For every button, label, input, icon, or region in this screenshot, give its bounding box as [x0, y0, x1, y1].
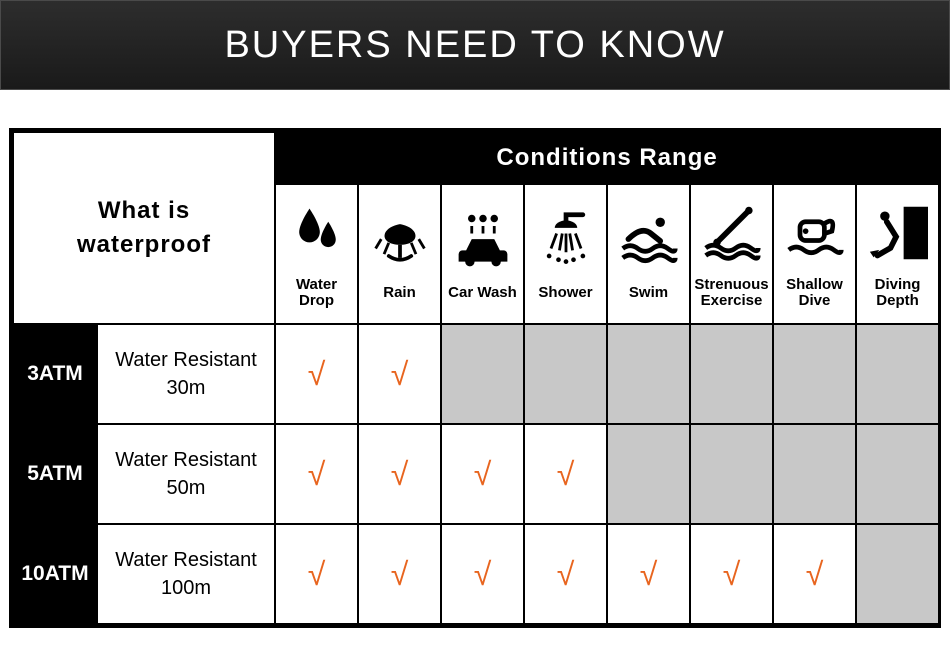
- not-supported: [856, 324, 939, 424]
- check-mark: √: [441, 524, 524, 624]
- water-drop-icon: [278, 197, 355, 269]
- check-mark: √: [358, 524, 441, 624]
- not-supported: [690, 424, 773, 524]
- condition-label: DivingDepth: [859, 277, 936, 310]
- corner-line2: waterproof: [77, 231, 211, 258]
- check-mark: √: [275, 324, 358, 424]
- condition-label: Swim: [610, 285, 687, 302]
- check-mark: √: [358, 324, 441, 424]
- check-mark: √: [275, 424, 358, 524]
- condition-label: Shower: [527, 285, 604, 302]
- condition-water-drop: Water Drop: [275, 184, 358, 324]
- condition-swim: Swim: [607, 184, 690, 324]
- atm-label: 5ATM: [13, 424, 97, 524]
- not-supported: [856, 524, 939, 624]
- waterproof-table: What is waterproof Conditions Range Wate…: [9, 128, 941, 628]
- atm-label: 10ATM: [13, 524, 97, 624]
- corner-header: What is waterproof: [13, 132, 275, 324]
- condition-rain: Rain: [358, 184, 441, 324]
- shower-icon: [527, 205, 604, 277]
- not-supported: [607, 424, 690, 524]
- conditions-header: Conditions Range: [275, 132, 939, 184]
- resistance-desc: Water Resistant30m: [97, 324, 275, 424]
- check-mark: √: [358, 424, 441, 524]
- page-banner: BUYERS NEED TO KNOW: [0, 0, 950, 90]
- not-supported: [856, 424, 939, 524]
- not-supported: [524, 324, 607, 424]
- condition-label: Water Drop: [278, 277, 355, 310]
- resistance-desc: Water Resistant50m: [97, 424, 275, 524]
- not-supported: [690, 324, 773, 424]
- atm-label: 3ATM: [13, 324, 97, 424]
- check-mark: √: [773, 524, 856, 624]
- swim-icon: [610, 205, 687, 277]
- condition-strenuous: StrenuousExercise: [690, 184, 773, 324]
- condition-diving-depth: DivingDepth: [856, 184, 939, 324]
- condition-label: Rain: [361, 285, 438, 302]
- resistance-desc: Water Resistant100m: [97, 524, 275, 624]
- check-mark: √: [607, 524, 690, 624]
- check-mark: √: [524, 524, 607, 624]
- not-supported: [773, 424, 856, 524]
- diving-depth-icon: [859, 197, 936, 269]
- corner-line1: What is: [98, 197, 190, 224]
- not-supported: [607, 324, 690, 424]
- not-supported: [773, 324, 856, 424]
- rain-icon: [361, 205, 438, 277]
- strenuous-icon: [693, 197, 770, 269]
- banner-title: BUYERS NEED TO KNOW: [224, 24, 725, 67]
- check-mark: √: [275, 524, 358, 624]
- check-mark: √: [690, 524, 773, 624]
- shallow-dive-icon: [776, 197, 853, 269]
- car-wash-icon: [444, 205, 521, 277]
- condition-shallow-dive: ShallowDive: [773, 184, 856, 324]
- condition-car-wash: Car Wash: [441, 184, 524, 324]
- condition-shower: Shower: [524, 184, 607, 324]
- condition-label: ShallowDive: [776, 277, 853, 310]
- not-supported: [441, 324, 524, 424]
- check-mark: √: [524, 424, 607, 524]
- check-mark: √: [441, 424, 524, 524]
- condition-label: Car Wash: [444, 285, 521, 302]
- condition-label: StrenuousExercise: [693, 277, 770, 310]
